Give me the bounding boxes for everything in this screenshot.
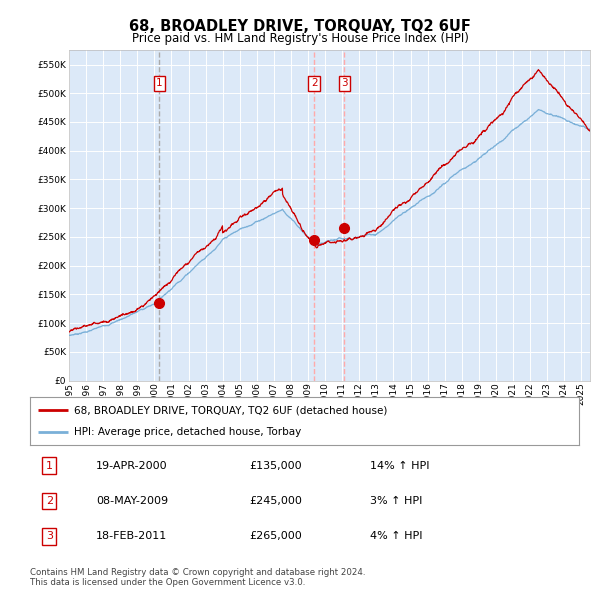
Text: 18-FEB-2011: 18-FEB-2011 <box>96 532 167 541</box>
Text: 1: 1 <box>156 78 163 88</box>
Text: 2: 2 <box>311 78 317 88</box>
Text: Price paid vs. HM Land Registry's House Price Index (HPI): Price paid vs. HM Land Registry's House … <box>131 32 469 45</box>
Text: 08-MAY-2009: 08-MAY-2009 <box>96 496 168 506</box>
Text: 2: 2 <box>46 496 53 506</box>
Text: £245,000: £245,000 <box>250 496 302 506</box>
Text: HPI: Average price, detached house, Torbay: HPI: Average price, detached house, Torb… <box>74 427 301 437</box>
Text: £265,000: £265,000 <box>250 532 302 541</box>
Text: 14% ↑ HPI: 14% ↑ HPI <box>370 461 430 470</box>
Text: £135,000: £135,000 <box>250 461 302 470</box>
Text: 3: 3 <box>46 532 53 541</box>
Text: 3% ↑ HPI: 3% ↑ HPI <box>370 496 423 506</box>
Text: 68, BROADLEY DRIVE, TORQUAY, TQ2 6UF: 68, BROADLEY DRIVE, TORQUAY, TQ2 6UF <box>129 19 471 34</box>
Text: Contains HM Land Registry data © Crown copyright and database right 2024.
This d: Contains HM Land Registry data © Crown c… <box>30 568 365 587</box>
Text: 19-APR-2000: 19-APR-2000 <box>96 461 167 470</box>
Text: 4% ↑ HPI: 4% ↑ HPI <box>370 532 423 541</box>
Text: 1: 1 <box>46 461 53 470</box>
Text: 3: 3 <box>341 78 348 88</box>
Text: 68, BROADLEY DRIVE, TORQUAY, TQ2 6UF (detached house): 68, BROADLEY DRIVE, TORQUAY, TQ2 6UF (de… <box>74 405 387 415</box>
